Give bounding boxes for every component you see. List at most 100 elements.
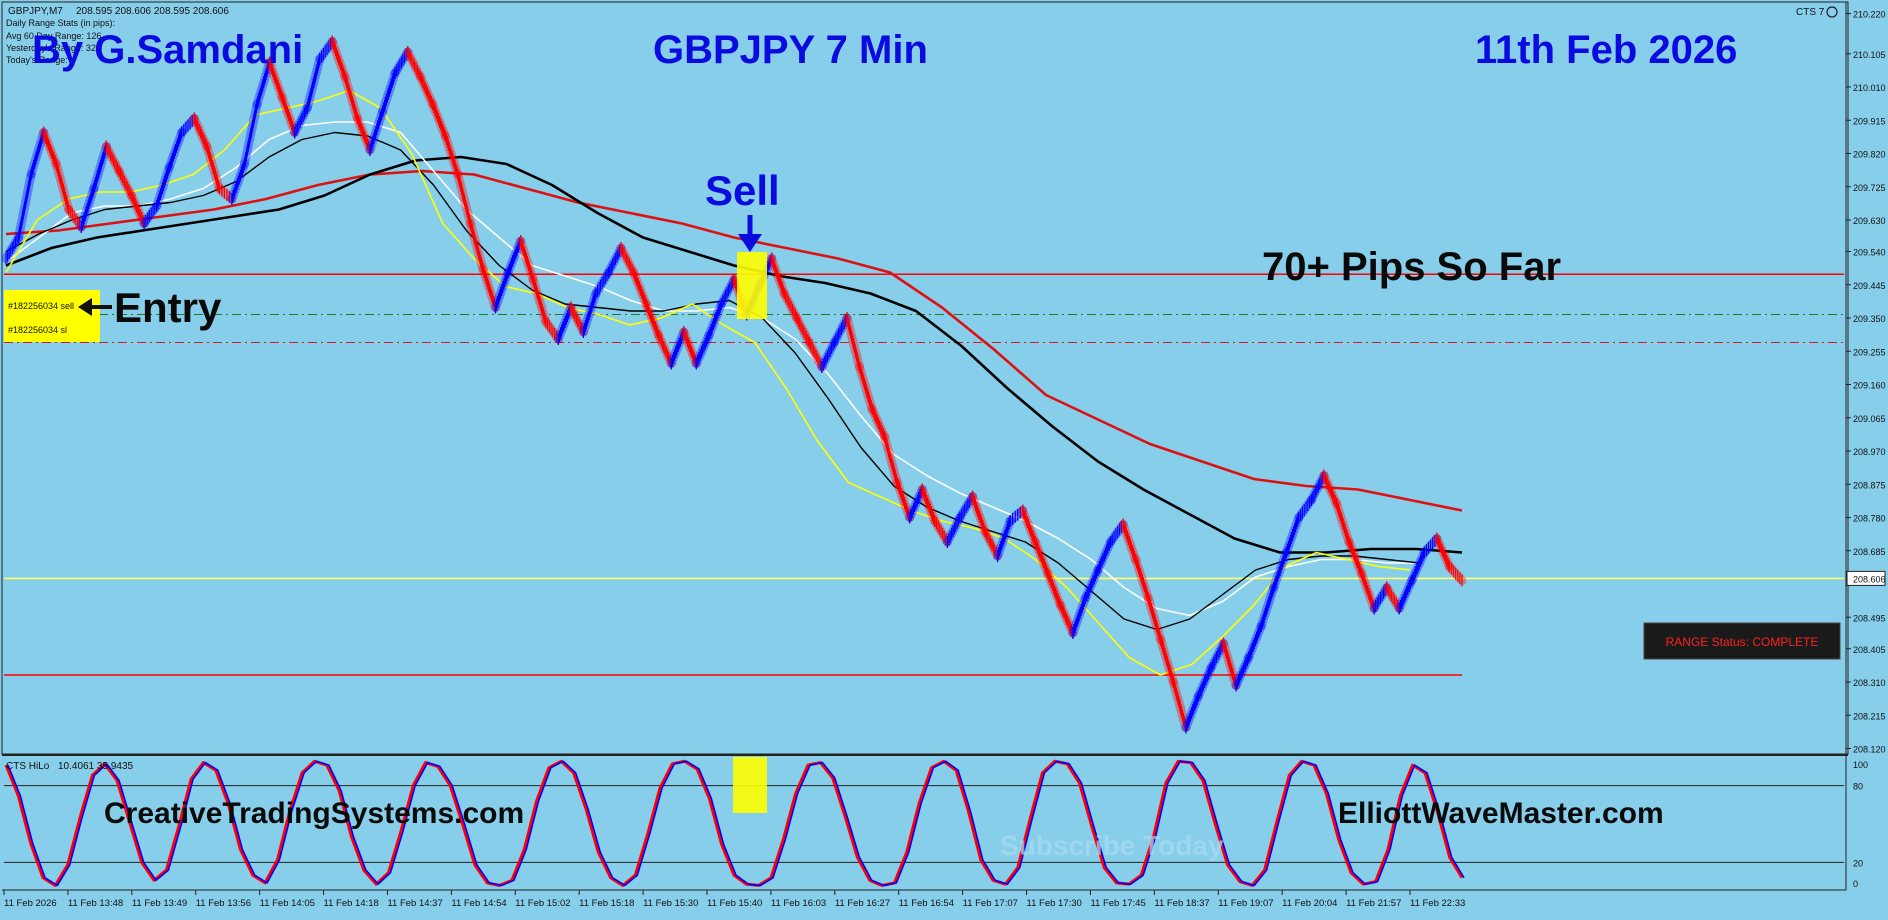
price-candles-81 (1022, 504, 1036, 548)
price-candles-25 (319, 35, 333, 65)
y-tick-label-0: 210.220 (1853, 10, 1886, 20)
range-status-box (1643, 622, 1841, 660)
price-candles-99 (1248, 620, 1262, 664)
y-tick-label-2: 210.010 (1853, 83, 1886, 93)
x-tick-label-19: 11 Feb 19:07 (1218, 898, 1273, 909)
price-candles-6 (80, 182, 95, 233)
price-candles-86 (1084, 564, 1099, 604)
price-candles-50 (633, 266, 647, 310)
price-candles-12 (156, 161, 170, 212)
price-candles-35 (444, 130, 459, 181)
y-tick-label-8: 209.445 (1853, 281, 1886, 291)
price-candles-28 (356, 112, 371, 156)
price-candles-18 (231, 158, 246, 205)
x-tick-label-6: 11 Feb 14:37 (387, 898, 442, 909)
ohlc-readout: 208.595 208.606 208.595 208.606 (76, 6, 229, 17)
price-candles-1 (18, 168, 32, 244)
y-tick-label-14: 208.875 (1853, 480, 1886, 490)
price-candles-95 (1197, 662, 1212, 702)
order-sl-tag: #182256034 sl (8, 325, 67, 335)
price-candles-23 (294, 102, 308, 139)
price-candles-44 (557, 301, 572, 345)
sell-label: Sell (705, 167, 780, 214)
chart-date: 11th Feb 2026 (1475, 28, 1737, 72)
stats-line-1: Daily Range Stats (in pips): (6, 18, 115, 28)
price-axis: 210.220 210.105 210.010 209.915 209.820 209.7… (1846, 10, 1886, 755)
price-candles-61 (771, 252, 785, 300)
site-right-label: ElliottWaveMaster.com (1338, 797, 1664, 830)
price-band-65 (817, 338, 839, 372)
x-tick-label-2: 11 Feb 13:49 (132, 898, 187, 909)
chart-title: GBPJPY 7 Min (653, 28, 928, 72)
price-candles-66 (833, 312, 848, 349)
oscillator-highlight (733, 757, 767, 813)
price-candles-71 (896, 476, 911, 524)
price-candles-88 (1110, 518, 1124, 548)
symbol-label: GBPJPY,M7 (8, 6, 63, 17)
price-candles-68 (858, 361, 873, 415)
price-candles-69 (871, 403, 886, 443)
price-candles-80 (1009, 504, 1024, 527)
sell-arrow-icon (738, 215, 762, 252)
ma-fast-line (5, 89, 1411, 676)
order-box[interactable] (4, 290, 100, 342)
osc-tick-label-3: 0 (1853, 879, 1858, 889)
price-candles-30 (382, 67, 396, 118)
horizontal-levels (4, 273, 1844, 676)
price-candles-113 (1423, 532, 1438, 559)
price-candles-112 (1411, 546, 1425, 587)
price-candles-106 (1335, 497, 1350, 548)
x-tick-label-20: 11 Feb 20:04 (1282, 898, 1337, 909)
osc-tick-label-2: 20 (1853, 858, 1863, 868)
y-tick-label-11: 209.160 (1853, 381, 1886, 391)
price-candles-36 (457, 168, 471, 230)
author-label: By G.Samdani (32, 28, 303, 72)
price-candles-114 (1436, 532, 1450, 573)
price-candles-5 (68, 203, 82, 233)
y-tick-label-5: 209.725 (1853, 183, 1886, 193)
cts-tag: CTS 7 (1796, 7, 1825, 18)
x-tick-label-17: 11 Feb 17:45 (1090, 898, 1145, 909)
price-candles-65 (821, 336, 835, 373)
price-candles-100 (1260, 581, 1275, 632)
ma-black-thick-line (5, 155, 1463, 554)
price-candles-93 (1172, 676, 1187, 734)
x-tick-label-8: 11 Feb 15:02 (515, 898, 570, 909)
price-band-8 (101, 142, 124, 176)
price-band-32 (403, 47, 425, 81)
x-tick-label-3: 11 Feb 13:56 (196, 898, 251, 909)
y-tick-label-9: 209.350 (1853, 314, 1886, 324)
price-candles-82 (1034, 536, 1049, 580)
price-candles-111 (1398, 574, 1413, 615)
price-candles-3 (43, 126, 57, 170)
price-candles-42 (532, 273, 547, 328)
price-candles-72 (909, 483, 923, 524)
y-tick-label-4: 209.820 (1853, 150, 1886, 160)
y-tick-label-12: 209.065 (1853, 414, 1886, 424)
x-tick-label-21: 11 Feb 21:57 (1346, 898, 1401, 909)
price-band-49 (616, 243, 639, 277)
osc-tick-label-0: 100 (1853, 760, 1868, 770)
watermark-label: Subscribe Today (1000, 830, 1224, 861)
price-candles-64 (808, 336, 823, 373)
time-axis: 11 Feb 2026 11 Feb 13:48 11 Feb 13:49 11 Fe… (3, 890, 1465, 909)
price-band-48 (603, 243, 626, 277)
price-candles-29 (369, 105, 384, 156)
price-candles-67 (846, 312, 861, 373)
price-candles-15 (193, 112, 208, 153)
price-band-63 (792, 313, 814, 347)
price-candles-92 (1160, 634, 1174, 688)
x-tick-label-1: 11 Feb 13:48 (68, 898, 123, 909)
price-candles-77 (971, 490, 986, 538)
price-candles-96 (1210, 637, 1225, 674)
price-band-23 (290, 103, 312, 137)
site-left-label: CreativeTradingSystems.com (104, 797, 524, 830)
price-band-45 (566, 303, 588, 337)
price-candles-17 (218, 182, 233, 205)
price-candles-87 (1097, 536, 1112, 576)
price-band-78 (980, 527, 1003, 561)
price-candles-26 (331, 35, 346, 83)
x-tick-label-14: 11 Feb 16:54 (899, 898, 954, 909)
price-candles-13 (168, 126, 183, 174)
